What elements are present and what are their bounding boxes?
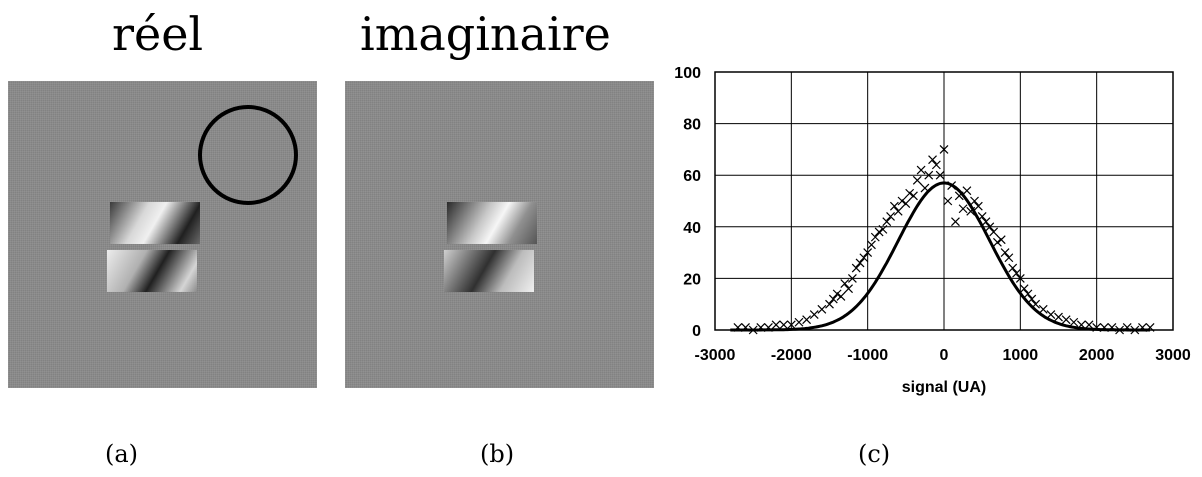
- data-point-x-marker: [894, 207, 902, 215]
- x-tick-label: 0: [940, 347, 949, 364]
- data-point-x-marker: [852, 264, 860, 272]
- data-point-x-marker: [841, 280, 849, 288]
- data-point-x-marker: [1055, 313, 1063, 321]
- data-point-x-marker: [803, 316, 811, 324]
- data-point-x-marker: [1001, 249, 1009, 257]
- data-point-x-marker: [997, 236, 1005, 244]
- data-point-x-marker: [887, 212, 895, 220]
- data-point-x-marker: [1070, 318, 1078, 326]
- panel-a-image: [8, 81, 317, 388]
- data-point-x-marker: [795, 318, 803, 326]
- data-point-x-marker: [1020, 285, 1028, 293]
- panel-a-caption: (a): [105, 440, 138, 468]
- data-point-x-marker: [951, 218, 959, 226]
- y-tick-label: 60: [683, 168, 701, 185]
- x-axis-title: signal (UA): [902, 379, 986, 396]
- x-tick-label: -1000: [847, 347, 888, 364]
- data-point-x-marker: [1013, 269, 1021, 277]
- data-point-x-marker: [1005, 254, 1013, 262]
- y-tick-label: 40: [683, 220, 701, 237]
- object-upper-half: [110, 202, 200, 244]
- data-point-x-marker: [913, 176, 921, 184]
- gaussian-fit-line: [730, 183, 1150, 330]
- data-point-x-marker: [818, 305, 826, 313]
- chart-grid: [715, 72, 1173, 330]
- data-point-x-marker: [883, 218, 891, 226]
- panel-b-caption: (b): [480, 440, 514, 468]
- data-point-x-marker: [871, 233, 879, 241]
- x-tick-label: -2000: [771, 347, 812, 364]
- data-point-x-marker: [837, 292, 845, 300]
- panel-b-title: imaginaire: [360, 4, 611, 64]
- data-point-x-marker: [1062, 316, 1070, 324]
- object-upper-half: [447, 202, 537, 244]
- data-point-x-marker: [974, 202, 982, 210]
- data-point-x-marker: [929, 156, 937, 164]
- data-point-x-marker: [772, 321, 780, 329]
- data-point-x-marker: [845, 285, 853, 293]
- data-point-x-marker: [780, 321, 788, 329]
- data-point-x-marker: [1009, 264, 1017, 272]
- data-point-x-marker: [902, 200, 910, 208]
- data-point-x-marker: [963, 187, 971, 195]
- x-tick-label: 3000: [1155, 347, 1191, 364]
- y-tick-label: 0: [692, 323, 701, 340]
- y-tick-label: 100: [674, 65, 701, 82]
- x-tick-label: 2000: [1079, 347, 1115, 364]
- histogram-chart: -3000 -2000 -1000 0 1000 2000 3000 0 20 40 60 80 100…: [665, 62, 1195, 412]
- data-point-x-marker: [982, 218, 990, 226]
- panel-b-image: [345, 81, 654, 388]
- data-point-x-marker: [917, 166, 925, 174]
- y-tick-label: 20: [683, 271, 701, 288]
- data-point-x-marker: [944, 197, 952, 205]
- data-point-x-marker: [909, 192, 917, 200]
- object-lower-half: [444, 250, 534, 292]
- y-tick-label: 80: [683, 117, 701, 134]
- data-point-x-marker: [829, 295, 837, 303]
- data-point-x-marker: [1024, 290, 1032, 298]
- object-lower-half: [107, 250, 197, 292]
- roi-circle: [198, 105, 298, 205]
- data-point-x-marker: [867, 241, 875, 249]
- data-point-x-marker: [932, 161, 940, 169]
- data-point-x-marker: [826, 300, 834, 308]
- data-point-x-marker: [890, 202, 898, 210]
- data-point-x-marker: [860, 254, 868, 262]
- data-point-x-marker: [971, 197, 979, 205]
- x-tick-label: -3000: [695, 347, 736, 364]
- panel-a-title: réel: [112, 4, 203, 64]
- data-point-x-marker: [810, 311, 818, 319]
- panel-c-caption: (c): [858, 440, 890, 468]
- data-point-x-marker: [959, 205, 967, 213]
- data-point-x-marker: [990, 228, 998, 236]
- data-point-x-marker: [856, 259, 864, 267]
- x-tick-label: 1000: [1003, 347, 1039, 364]
